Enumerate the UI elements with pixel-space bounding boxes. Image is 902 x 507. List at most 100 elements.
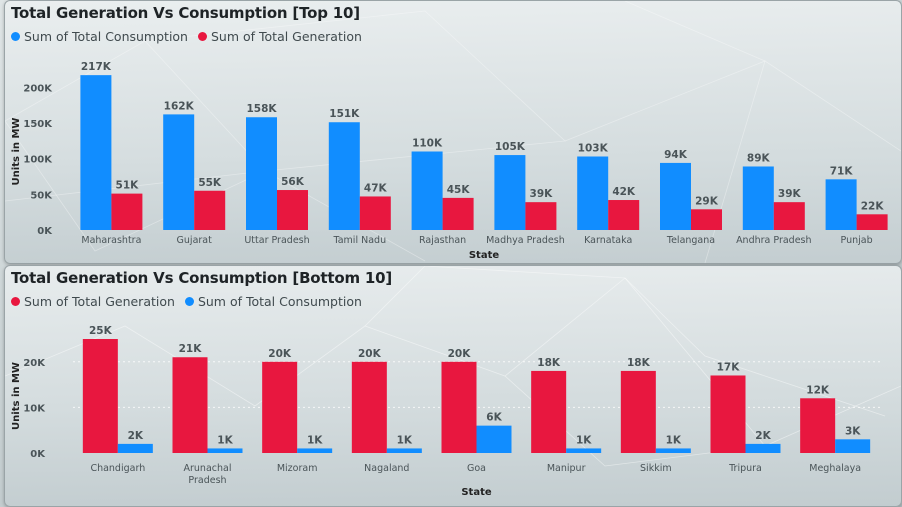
data-label: 18K xyxy=(627,357,651,369)
x-tick-label: Rajasthan xyxy=(419,235,466,246)
data-label: 71K xyxy=(830,165,854,177)
data-label: 20K xyxy=(358,348,382,360)
data-label: 22K xyxy=(861,200,885,212)
bar xyxy=(163,114,195,230)
chart-title: Total Generation Vs Consumption [Top 10] xyxy=(11,4,360,22)
legend-item-generation[interactable]: Sum of Total Generation xyxy=(197,29,362,44)
x-tick-label: Sikkim xyxy=(640,463,672,474)
data-label: 162K xyxy=(164,100,195,112)
legend-item-generation[interactable]: Sum of Total Generation xyxy=(11,294,175,309)
top10-bar-chart[interactable]: 0K 50K 100K 150K 200K Units in MW 217K 51K Mahar… xyxy=(5,1,901,263)
bar xyxy=(494,155,526,230)
x-tick-label: Telangana xyxy=(666,235,715,246)
data-label: 42K xyxy=(612,186,636,198)
data-label: 21K xyxy=(179,343,203,355)
x-tick-label: Arunachal xyxy=(184,463,232,474)
data-label: 18K xyxy=(537,357,561,369)
bar xyxy=(825,179,857,230)
y-tick-label: 20K xyxy=(23,358,46,369)
bar xyxy=(745,443,781,453)
data-label: 39K xyxy=(530,188,554,200)
data-label: 103K xyxy=(578,142,609,154)
bar xyxy=(773,202,805,230)
x-tick-label: Chandigarh xyxy=(90,463,145,474)
bar xyxy=(328,122,360,230)
data-label: 1K xyxy=(307,434,323,446)
legend-item-consumption[interactable]: Sum of Total Consumption xyxy=(184,294,362,309)
bar xyxy=(277,190,308,230)
legend-dot-icon xyxy=(184,297,194,306)
data-label: 20K xyxy=(268,348,292,360)
y-tick-label: 0K xyxy=(30,449,46,460)
legend[interactable]: Sum of Total Consumption Sum of Total Ge… xyxy=(11,29,362,44)
x-tick-label: Manipur xyxy=(547,463,586,474)
legend-dot-icon xyxy=(197,32,207,41)
x-tick-label: Maharashtra xyxy=(81,235,141,246)
data-label: 110K xyxy=(412,138,443,150)
bar xyxy=(80,75,112,231)
legend-dot-icon xyxy=(11,297,20,306)
bar xyxy=(117,443,153,453)
x-tick-label: Tamil Nadu xyxy=(333,235,387,246)
x-tick-label: Punjab xyxy=(841,235,873,246)
data-label: 1K xyxy=(397,434,413,446)
y-tick-label: 150K xyxy=(23,119,53,130)
bar xyxy=(441,361,477,453)
bar xyxy=(476,425,512,453)
data-label: 3K xyxy=(845,425,861,437)
x-axis-title: State xyxy=(461,487,492,498)
bar xyxy=(531,370,567,453)
data-label: 17K xyxy=(717,361,741,373)
data-label: 39K xyxy=(778,188,802,200)
data-label: 29K xyxy=(695,195,719,207)
data-label: 56K xyxy=(281,176,305,188)
x-tick-label: Madhya Pradesh xyxy=(486,235,565,246)
bar xyxy=(111,193,143,230)
bar xyxy=(82,339,118,453)
data-label: 1K xyxy=(576,434,592,446)
legend-item-consumption[interactable]: Sum of Total Consumption xyxy=(11,29,188,44)
x-tick-label: Tripura xyxy=(728,463,762,474)
bar xyxy=(655,448,691,453)
bar xyxy=(800,398,836,453)
bar xyxy=(386,448,422,453)
bar xyxy=(411,151,443,230)
data-label: 2K xyxy=(755,430,771,442)
data-label: 217K xyxy=(81,61,112,73)
data-label: 51K xyxy=(116,180,140,192)
legend-dot-icon xyxy=(11,32,20,41)
bar xyxy=(359,196,391,230)
y-tick-label: 100K xyxy=(23,155,53,166)
x-tick-label: Andhra Pradesh xyxy=(736,235,811,246)
bar xyxy=(566,448,602,453)
data-label: 105K xyxy=(495,141,526,153)
x-axis-title: State xyxy=(469,250,500,261)
legend-label: Sum of Total Generation xyxy=(210,29,362,44)
data-label: 1K xyxy=(666,434,682,446)
x-tick-label: Karnataka xyxy=(584,235,632,246)
data-label: 151K xyxy=(329,108,360,120)
data-label: 45K xyxy=(447,184,471,196)
bar xyxy=(691,209,722,230)
bar xyxy=(710,375,746,453)
y-axis-title: Units in MW xyxy=(11,362,22,430)
x-tick-label: Goa xyxy=(467,463,486,474)
y-tick-label: 10K xyxy=(23,403,46,414)
bar xyxy=(608,200,640,230)
x-tick-label: Meghalaya xyxy=(809,463,861,474)
data-label: 158K xyxy=(246,103,277,115)
data-label: 89K xyxy=(747,152,771,164)
bar xyxy=(577,156,609,230)
bar xyxy=(856,214,888,230)
data-label: 20K xyxy=(448,348,472,360)
x-tick-label: Pradesh xyxy=(188,475,226,486)
data-label: 94K xyxy=(664,149,688,161)
chart-title: Total Generation Vs Consumption [Bottom … xyxy=(11,269,393,287)
legend-label: Sum of Total Consumption xyxy=(197,294,362,309)
x-tick-label: Uttar Pradesh xyxy=(244,235,309,246)
y-axis-title: Units in MW xyxy=(11,118,22,186)
bar xyxy=(442,197,474,230)
bar xyxy=(194,190,226,230)
legend[interactable]: Sum of Total Generation Sum of Total Con… xyxy=(11,294,362,309)
